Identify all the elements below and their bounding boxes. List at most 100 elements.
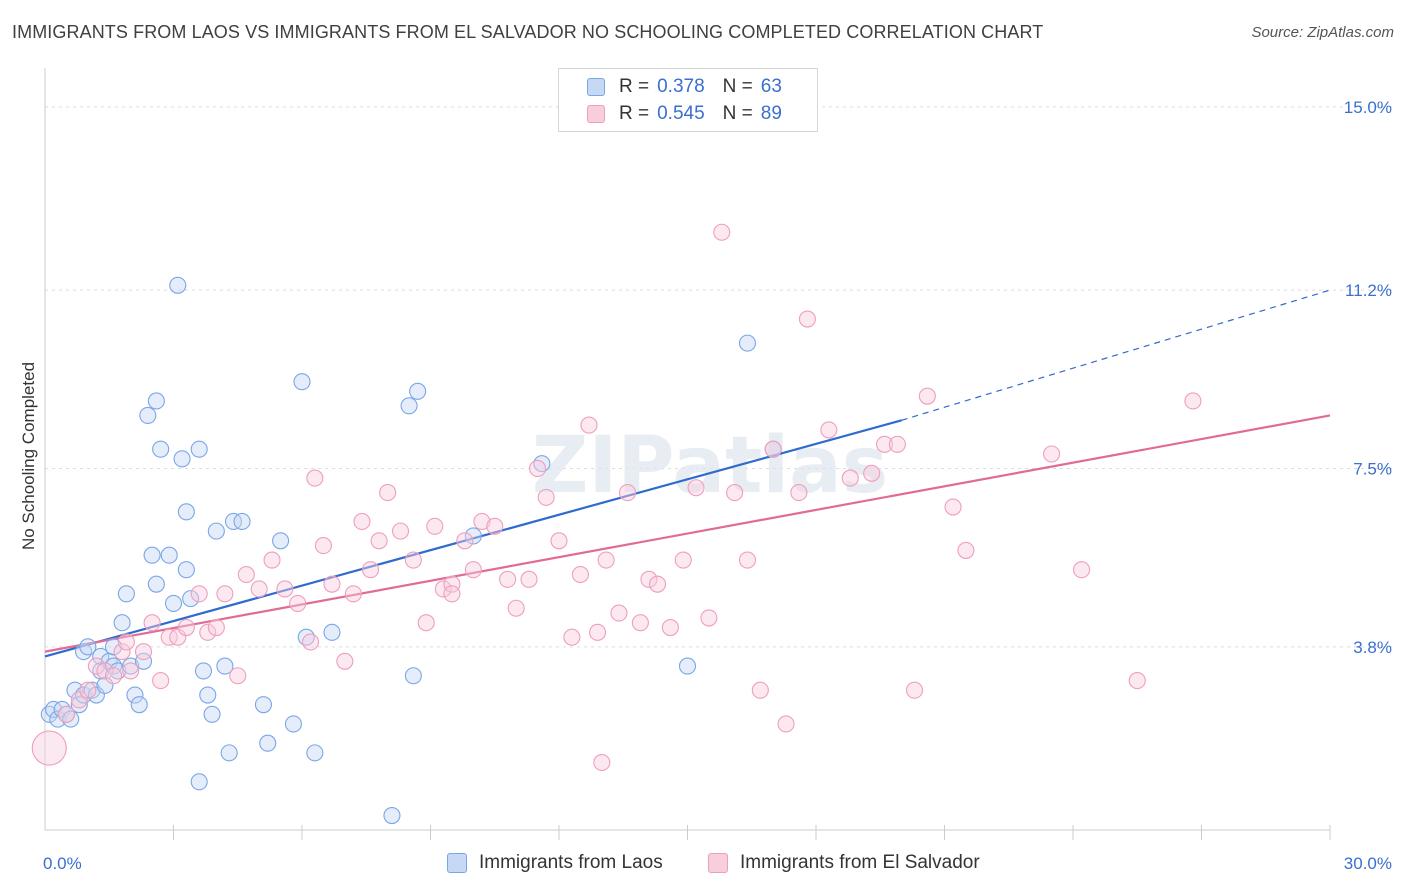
legend-item-laos: Immigrants from Laos [447, 852, 663, 874]
el-salvador-point [648, 575, 667, 593]
el-salvador-point [314, 537, 332, 555]
el-salvador-point [306, 469, 324, 487]
el-salvador-point [289, 594, 307, 612]
gridlines [45, 106, 1392, 648]
el-salvador-point [790, 484, 808, 502]
el-salvador-point [57, 705, 75, 723]
el-salvador-point [143, 614, 161, 632]
laos-point [259, 734, 277, 752]
laos-point [113, 614, 131, 632]
laos-swatch [587, 78, 605, 96]
laos-point [49, 710, 67, 728]
el-salvador-point [661, 618, 679, 637]
el-salvador-point [798, 310, 816, 328]
laos-point [126, 686, 144, 704]
el-salvador-point [610, 604, 628, 622]
el-salvador-legend-swatch [708, 853, 728, 873]
el-salvador-point [486, 517, 504, 535]
el-salvador-point [117, 633, 135, 651]
el-salvador-point [580, 416, 598, 434]
laos-point [104, 638, 123, 656]
laos-point [254, 696, 273, 714]
laos-point [147, 392, 165, 410]
laos-point [207, 522, 225, 540]
laos-point [199, 686, 217, 704]
el-salvador-point [918, 387, 936, 405]
el-salvador-point [379, 484, 397, 502]
r-value-el-salvador: 0.545 [657, 103, 705, 124]
laos-point [400, 397, 418, 415]
legend-item-el-salvador: Immigrants from El Salvador [708, 852, 980, 874]
laos-point [122, 657, 140, 675]
laos-point [70, 696, 88, 714]
el-salvador-point [1073, 561, 1091, 579]
laos-point [203, 705, 221, 723]
laos-point [220, 744, 238, 762]
el-salvador-point [888, 435, 906, 453]
el-salvador-point [31, 730, 67, 766]
el-salvador-point [875, 435, 894, 453]
el-salvador-point [751, 681, 769, 699]
el-salvador-point [1128, 672, 1146, 690]
y-tick-label: 7.5% [1353, 459, 1392, 478]
n-label: N = [722, 76, 753, 97]
laos-point [117, 585, 135, 603]
el-salvador-point [336, 652, 354, 670]
y-tick-label: 3.8% [1353, 638, 1392, 657]
el-salvador-point [160, 628, 178, 646]
el-salvador-point [537, 488, 555, 506]
el-salvador-point [529, 459, 547, 478]
x-tick-label: 0.0% [43, 854, 82, 873]
el-salvador-point [1043, 445, 1061, 463]
el-salvador-point [464, 561, 482, 579]
el-salvador-point [152, 672, 170, 690]
trend-lines [44, 289, 1331, 658]
el-salvador-point [70, 691, 88, 709]
el-salvador-point [122, 662, 140, 680]
laos-point [738, 334, 757, 352]
y-axis-label: No Schooling Completed [19, 362, 38, 550]
laos-point [134, 652, 153, 670]
legend-row-el-salvador: R = 0.545 N = 89 [587, 102, 782, 126]
el-salvador-point [370, 532, 388, 550]
chart-title: IMMIGRANTS FROM LAOS VS IMMIGRANTS FROM … [12, 22, 1044, 42]
laos-point [96, 676, 114, 694]
el-salvador-point [87, 657, 105, 675]
el-salvador-point [550, 532, 568, 550]
el-salvador-point [353, 512, 371, 531]
el-salvador-point [177, 618, 195, 637]
laos-point [173, 450, 191, 468]
el-salvador-point [263, 551, 281, 569]
el-salvador-point [944, 498, 962, 516]
legend-row-laos: R = 0.378 N = 63 [587, 75, 782, 99]
axes [44, 68, 1331, 840]
laos-point [177, 503, 195, 521]
laos-point [160, 546, 178, 564]
laos-point [190, 440, 208, 458]
el-salvador-point [207, 618, 225, 637]
legend-label-el-salvador: Immigrants from El Salvador [740, 852, 980, 873]
el-salvador-point [237, 565, 255, 584]
el-salvador-swatch [587, 105, 605, 123]
legend-label-laos: Immigrants from Laos [479, 852, 663, 873]
el-salvador-point [104, 667, 123, 685]
el-salvador-point [631, 614, 649, 632]
el-salvador-point [344, 585, 362, 603]
laos-point [306, 744, 324, 762]
el-salvador-point [597, 551, 615, 569]
laos-point [139, 406, 157, 424]
n-value-el-salvador: 89 [760, 103, 782, 124]
el-salvador-point [434, 580, 452, 598]
el-salvador-point [618, 484, 637, 502]
el-salvador-point [640, 570, 658, 588]
el-salvador-trend-line [44, 414, 1331, 653]
el-salvador-point [777, 715, 795, 733]
laos-legend-swatch [447, 853, 467, 873]
el-salvador-point [302, 633, 320, 651]
el-salvador-point [499, 570, 517, 588]
el-salvador-point [674, 551, 692, 569]
laos-point [216, 657, 234, 675]
el-salvador-point [391, 522, 410, 540]
n-value-laos: 63 [760, 76, 782, 97]
